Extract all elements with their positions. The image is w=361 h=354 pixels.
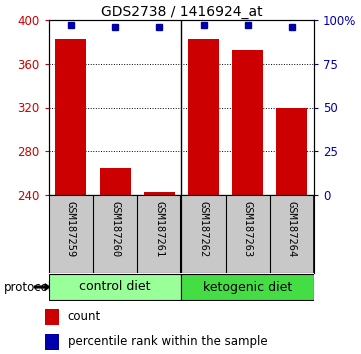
- Text: count: count: [68, 310, 101, 324]
- Bar: [45, 309, 59, 325]
- Bar: [49, 274, 181, 301]
- Text: GSM187262: GSM187262: [199, 201, 209, 257]
- Text: GSM187260: GSM187260: [110, 201, 120, 257]
- Bar: [232, 50, 263, 195]
- Text: GSM187264: GSM187264: [287, 201, 297, 257]
- Text: control diet: control diet: [79, 280, 151, 293]
- Text: percentile rank within the sample: percentile rank within the sample: [68, 335, 268, 348]
- Text: protocol: protocol: [4, 280, 52, 293]
- Text: GSM187261: GSM187261: [154, 201, 164, 257]
- Title: GDS2738 / 1416924_at: GDS2738 / 1416924_at: [101, 5, 262, 19]
- Bar: [277, 108, 308, 195]
- Bar: [100, 168, 131, 195]
- Bar: [55, 39, 86, 195]
- Text: GSM187263: GSM187263: [243, 201, 253, 257]
- Bar: [188, 39, 219, 195]
- Bar: [181, 274, 314, 301]
- Bar: [144, 192, 175, 195]
- Text: GSM187259: GSM187259: [66, 201, 76, 257]
- Text: ketogenic diet: ketogenic diet: [203, 280, 292, 293]
- Bar: [45, 334, 59, 350]
